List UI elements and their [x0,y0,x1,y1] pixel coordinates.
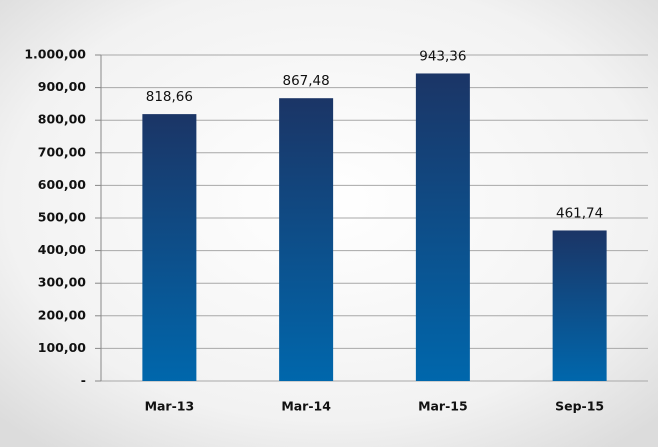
y-tick-label: 1.000,00 [24,47,86,62]
y-tick-label: 500,00 [38,210,87,225]
bar [142,114,197,382]
y-tick-label: 300,00 [38,275,87,290]
x-tick-label: Mar-14 [281,399,331,414]
data-label: 461,74 [556,205,603,221]
y-tick-label: 400,00 [38,242,87,257]
bar [552,230,607,381]
y-tick-label: 600,00 [38,177,87,192]
x-tick-label: Mar-13 [145,399,195,414]
y-tick-label: 100,00 [38,340,87,355]
bar [415,73,470,382]
y-tick-label: 800,00 [38,112,87,127]
bar [279,98,334,381]
x-tick-label: Sep-15 [555,399,604,414]
data-label: 818,66 [146,89,193,105]
data-label: 943,36 [419,48,466,64]
x-tick-label: Mar-15 [418,399,468,414]
y-tick-label: - [81,373,86,388]
y-tick-label: 700,00 [38,144,87,159]
data-label: 867,48 [283,73,330,89]
y-tick-label: 200,00 [38,307,87,322]
y-tick-label: 900,00 [38,79,87,94]
